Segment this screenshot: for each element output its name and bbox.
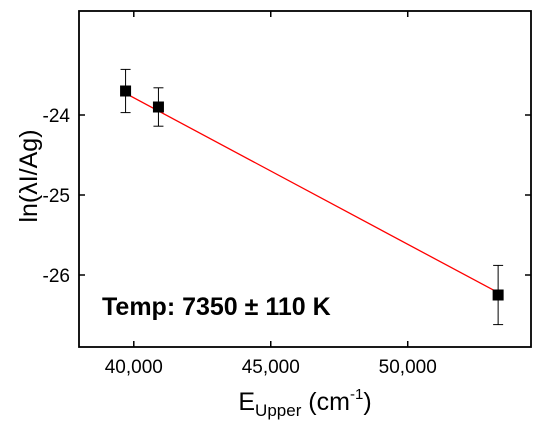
fit-layer [125, 92, 499, 294]
x-axis-title-close: ) [363, 388, 371, 416]
data-point [152, 101, 164, 113]
x-axis-title-superscript: -1 [350, 386, 363, 403]
x-axis-title-main: E [238, 388, 255, 416]
y-tick-label: -26 [43, 266, 70, 287]
x-axis-title: EUpper (cm-1) [238, 386, 371, 420]
x-tick-label: 40,000 [105, 357, 163, 378]
x-axis-title-subscript: Upper [255, 401, 302, 420]
y-tick-label: -25 [43, 186, 70, 207]
data-point [492, 289, 504, 301]
ticks [79, 11, 531, 347]
x-axis-title-unit: (cm [301, 388, 350, 416]
y-axis-title: ln(λI/Ag) [15, 129, 43, 222]
annotation-temperature: Temp: 7350 ± 110 K [102, 293, 331, 321]
fit-line [125, 92, 499, 294]
data-point [120, 85, 132, 97]
x-tick-label: 45,000 [242, 357, 300, 378]
points-layer [120, 68, 504, 326]
y-tick-label: -24 [43, 106, 71, 127]
tick-labels: 40,000 45,000 50,000 -24 -25 -26 [43, 106, 437, 378]
x-tick-label: 50,000 [379, 357, 437, 378]
plot-area-frame [78, 10, 532, 348]
